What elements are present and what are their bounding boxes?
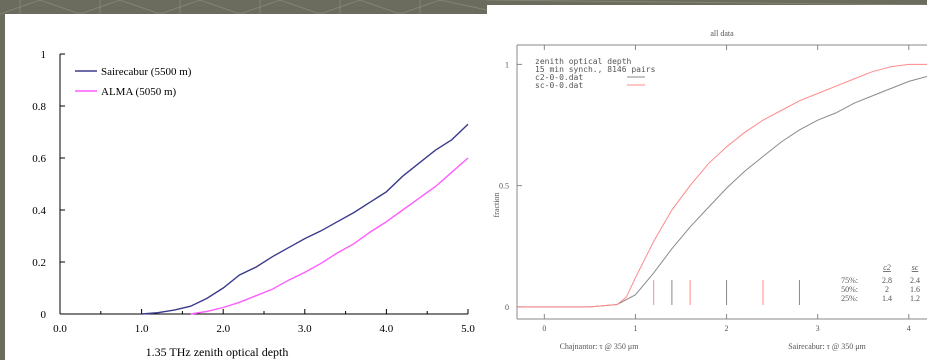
left-y-tick-label: 0.4 xyxy=(32,205,46,217)
right-ticks: 0 1 2 3 4 0 0.5 1 xyxy=(499,45,911,333)
left-y-tick-label: 0.2 xyxy=(32,257,46,269)
right-table-cell-sc: 1.6 xyxy=(910,285,920,294)
right-x-axis-label-chajnantor: Chajnantor: τ @ 350 μm xyxy=(560,342,640,351)
left-series-line-0 xyxy=(141,123,469,315)
right-legend-label-1: sc-0-0.dat xyxy=(535,81,583,90)
left-series-line-1 xyxy=(190,157,469,315)
right-x-tick-label: 0 xyxy=(542,324,546,333)
right-axes xyxy=(516,44,927,320)
right-table-cell-c2: 2.8 xyxy=(882,276,892,285)
right-chart-panel: all data 0 1 2 3 4 0 0.5 1 zenith optical depth… xyxy=(487,5,927,360)
left-x-tick-label: 0.0 xyxy=(53,323,67,335)
left-x-tick-label: 2.0 xyxy=(216,323,230,335)
left-x-tick-label: 3.0 xyxy=(298,323,312,335)
right-y-axis-label: fraction xyxy=(492,193,501,218)
right-table-cell-sc: 2.4 xyxy=(910,276,920,285)
right-y-tick-label: 0.5 xyxy=(499,182,509,191)
left-series xyxy=(141,123,469,315)
right-table-cell-c2: 2 xyxy=(885,285,889,294)
right-chart-title: all data xyxy=(710,29,734,38)
left-ticks: 0.0 1.0 2.0 3.0 4.0 5.0 0 0.2 0.4 0.6 0.8 1 xyxy=(32,49,475,335)
right-series-line-1 xyxy=(517,63,927,308)
left-y-tick-label: 0.8 xyxy=(32,101,46,113)
left-y-tick-label: 0 xyxy=(41,309,47,321)
right-quartile-table: c2 sc 75%: 2.8 2.4 50%: 2 1.6 25%: 1.4 1.2 xyxy=(841,263,920,303)
right-table-cell-c2: 1.4 xyxy=(882,294,892,303)
right-x-axis-label-sairecabur: Sairecabur: τ @ 350 μm xyxy=(788,342,866,351)
left-y-tick-label: 0.6 xyxy=(32,153,46,165)
right-x-tick-label: 4 xyxy=(907,324,911,333)
left-x-axis-label: 1.35 THz zenith optical depth xyxy=(146,345,289,359)
right-y-tick-label: 0 xyxy=(505,303,509,312)
left-x-tick-label: 5.0 xyxy=(461,323,475,335)
right-legend-label-0: c2-0-0.dat xyxy=(535,73,583,82)
left-y-tick-label: 1 xyxy=(41,49,47,61)
right-legend-header-0: zenith optical depth xyxy=(535,57,632,66)
left-legend-label-0: Sairecabur (5500 m) xyxy=(101,66,192,78)
right-series-line-0 xyxy=(517,76,927,308)
right-legend-header-1: 15 min synch., 8146 pairs xyxy=(535,65,656,74)
right-y-tick-label: 1 xyxy=(505,60,509,69)
right-series xyxy=(517,63,927,308)
right-chart: all data 0 1 2 3 4 0 0.5 1 zenith optical depth… xyxy=(492,29,927,351)
right-quartile-markers xyxy=(653,280,800,305)
right-table-header-0: c2 xyxy=(883,263,891,272)
left-legend-label-1: ALMA (5050 m) xyxy=(101,86,177,98)
right-table-row-label: 75%: xyxy=(841,276,858,285)
left-x-tick-label: 1.0 xyxy=(135,323,149,335)
left-chart: 0.0 1.0 2.0 3.0 4.0 5.0 0 0.2 0.4 0.6 0.8 1 Saireca… xyxy=(32,49,475,359)
right-x-tick-label: 2 xyxy=(725,324,729,333)
left-legend: Sairecabur (5500 m) ALMA (5050 m) xyxy=(75,66,192,98)
right-x-tick-label: 1 xyxy=(633,324,637,333)
right-table-header-1: sc xyxy=(912,263,919,272)
left-x-tick-label: 4.0 xyxy=(380,323,394,335)
right-x-tick-label: 3 xyxy=(816,324,820,333)
right-table-row-label: 25%: xyxy=(841,294,858,303)
left-chart-panel: 0.0 1.0 2.0 3.0 4.0 5.0 0 0.2 0.4 0.6 0.8 1 Saireca… xyxy=(5,14,487,360)
right-table-cell-sc: 1.2 xyxy=(910,294,920,303)
right-table-row-label: 50%: xyxy=(841,285,858,294)
